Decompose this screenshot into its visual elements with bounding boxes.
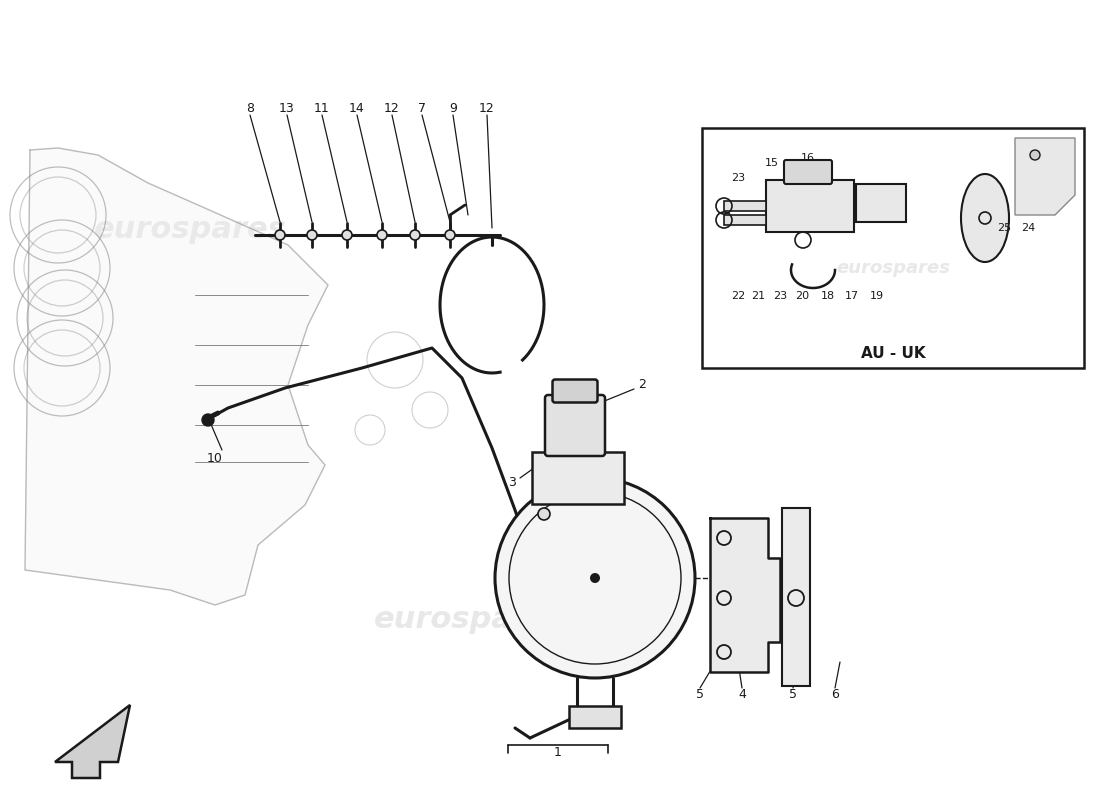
Bar xyxy=(724,201,766,211)
Text: 20: 20 xyxy=(795,291,810,301)
Text: 12: 12 xyxy=(480,102,495,114)
Text: eurospares: eurospares xyxy=(836,259,950,277)
Circle shape xyxy=(342,230,352,240)
Circle shape xyxy=(538,508,550,520)
Bar xyxy=(724,215,766,225)
Circle shape xyxy=(495,478,695,678)
Text: eurospares: eurospares xyxy=(374,606,566,634)
FancyBboxPatch shape xyxy=(552,379,597,402)
Text: 15: 15 xyxy=(764,158,779,168)
Text: 3: 3 xyxy=(508,475,516,489)
Polygon shape xyxy=(710,518,780,672)
Text: 13: 13 xyxy=(279,102,295,114)
Text: 17: 17 xyxy=(845,291,859,301)
Text: 18: 18 xyxy=(821,291,835,301)
Text: 14: 14 xyxy=(349,102,365,114)
Text: 10: 10 xyxy=(207,451,223,465)
Text: 12: 12 xyxy=(384,102,400,114)
Text: 23: 23 xyxy=(773,291,788,301)
Bar xyxy=(569,706,622,728)
Bar xyxy=(532,452,624,504)
Bar xyxy=(766,180,854,232)
Text: 5: 5 xyxy=(789,689,797,702)
Text: 16: 16 xyxy=(801,153,815,163)
Text: 24: 24 xyxy=(1021,223,1035,233)
Circle shape xyxy=(410,230,420,240)
Text: eurospares: eurospares xyxy=(94,215,286,245)
Polygon shape xyxy=(25,148,328,605)
FancyBboxPatch shape xyxy=(544,395,605,456)
Circle shape xyxy=(446,230,455,240)
Text: 19: 19 xyxy=(870,291,884,301)
Text: 7: 7 xyxy=(418,102,426,114)
Circle shape xyxy=(590,573,600,583)
Text: 22: 22 xyxy=(730,291,745,301)
Circle shape xyxy=(202,414,215,426)
Circle shape xyxy=(1030,150,1040,160)
Text: 5: 5 xyxy=(696,689,704,702)
Text: 4: 4 xyxy=(738,689,746,702)
Ellipse shape xyxy=(961,174,1009,262)
Circle shape xyxy=(307,230,317,240)
FancyBboxPatch shape xyxy=(784,160,832,184)
Text: 25: 25 xyxy=(997,223,1011,233)
Text: AU - UK: AU - UK xyxy=(860,346,925,362)
Bar xyxy=(856,184,906,222)
Text: 11: 11 xyxy=(315,102,330,114)
Text: 8: 8 xyxy=(246,102,254,114)
Bar xyxy=(782,508,810,686)
Polygon shape xyxy=(55,705,130,778)
Circle shape xyxy=(275,230,285,240)
Polygon shape xyxy=(1015,138,1075,215)
Text: 21: 21 xyxy=(751,291,766,301)
Circle shape xyxy=(377,230,387,240)
Text: 6: 6 xyxy=(832,689,839,702)
Text: 9: 9 xyxy=(449,102,456,114)
Text: 2: 2 xyxy=(638,378,646,391)
Text: 23: 23 xyxy=(730,173,745,183)
Bar xyxy=(702,128,1084,368)
Text: 1: 1 xyxy=(554,746,562,758)
